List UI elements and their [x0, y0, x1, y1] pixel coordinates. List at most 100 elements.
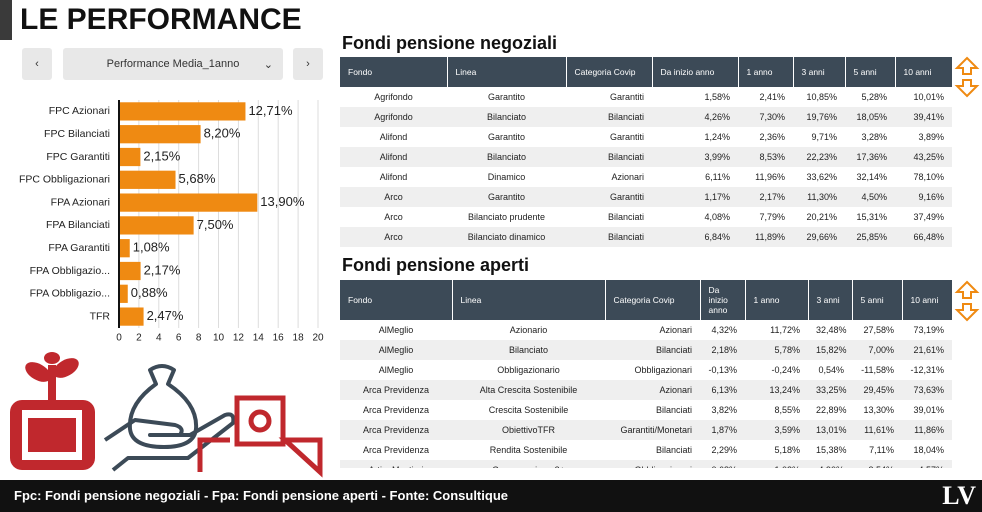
- icon-hand: [103, 412, 236, 472]
- table-cell: Bilanciato prudente: [467, 212, 546, 222]
- table-cell: Bilanciato: [447, 147, 566, 167]
- table-cell: 6,11%: [705, 172, 730, 182]
- table-cell: Agrifondo: [374, 92, 413, 102]
- table-cell: 11,96%: [755, 172, 785, 182]
- table-row: Arti e MestieriConservazione 3+Obbligazi…: [340, 460, 952, 468]
- table-cell: 11,61%: [852, 420, 902, 440]
- table-cell: Garantito: [487, 132, 526, 142]
- table-cell: 5,78%: [745, 340, 808, 360]
- table-cell: 15,38%: [816, 445, 847, 455]
- icon-note: [234, 395, 286, 447]
- table-cell: Arco: [340, 227, 447, 247]
- table-cell: 0,68%: [700, 460, 745, 468]
- next-button[interactable]: ›: [293, 48, 323, 80]
- footer: Fpc: Fondi pensione negoziali - Fpa: Fon…: [0, 480, 982, 512]
- table-cell: Alifond: [379, 172, 408, 182]
- table-cell: Bilanciati: [566, 147, 652, 167]
- sort-icons: [954, 56, 980, 322]
- table-cell: 20,21%: [806, 212, 837, 222]
- table-cell: -0,13%: [708, 365, 737, 375]
- table-cell: Garantiti: [609, 92, 644, 102]
- table-cell: 11,30%: [793, 187, 845, 207]
- x-tick-label: 2: [136, 333, 142, 344]
- table-cell: 11,89%: [738, 227, 793, 247]
- table-cell: 5,28%: [861, 92, 887, 102]
- table-cell: 43,25%: [895, 147, 952, 167]
- column-header: Fondo: [340, 57, 448, 87]
- table-row: Alifond Garantito Garantiti 1,24% 2,36% 9,71%…: [340, 127, 952, 147]
- chart: 0 2 4 6 8 10 12 14 16 18 20 FPC Azionari 12,71% FPC B…: [10, 100, 324, 478]
- table-row: Alifond Bilanciato Bilanciati 3,99% 8,53% 22,…: [340, 147, 952, 167]
- table: Fondo Linea Categoria Covip Da inizio anno 1…: [340, 280, 952, 468]
- table-cell: Obbligazionari: [605, 460, 700, 468]
- table-cell: 1,17%: [652, 187, 738, 207]
- icon-leaf: [44, 352, 60, 364]
- sort-icon[interactable]: [954, 56, 980, 98]
- column-header: 3 anni: [793, 57, 846, 87]
- page-title: LE PERFORMANCE: [0, 0, 302, 40]
- table-cell: Arca Previdenza: [362, 445, 430, 455]
- x-tick-label: 20: [312, 333, 324, 344]
- table-cell: 73,19%: [913, 325, 944, 335]
- column-header: 10 anni: [895, 57, 952, 87]
- column-header: Linea: [452, 280, 606, 320]
- column-header: 10 anni: [902, 280, 952, 320]
- value-label: 0,88%: [131, 285, 168, 300]
- table-cell: 2,29%: [711, 445, 737, 455]
- table-cell: 13,30%: [863, 405, 894, 415]
- table-cell: 6,13%: [700, 380, 745, 400]
- x-tick-label: 18: [293, 333, 305, 344]
- table-cell: 4,90%: [808, 460, 852, 468]
- column-header: 1 anno: [745, 280, 809, 320]
- dropdown[interactable]: Performance Media_1anno ⌄: [63, 48, 283, 80]
- table-row: Arca Previdenza ObiettivoTFR Garantiti/Mon…: [340, 420, 952, 440]
- table-cell: Garantito: [487, 92, 526, 102]
- table-row: Alifond Dinamico Azionari 6,11% 11,96% 33,62%…: [340, 167, 952, 187]
- table-cell: 3,89%: [918, 132, 944, 142]
- icon-tray: [197, 437, 323, 478]
- table-cell: 4,32%: [711, 325, 737, 335]
- table-cell: 18,04%: [913, 445, 944, 455]
- table-cell: Bilanciati: [607, 212, 644, 222]
- y-tick-label: FPC Azionari: [49, 105, 110, 117]
- table-cell: Azionario: [509, 325, 548, 335]
- table-cell: 10,01%: [913, 92, 944, 102]
- table-cell: 32,48%: [816, 325, 847, 335]
- table-row: AlMeglio Azionario Azionari 4,32% 11,72% 32,4…: [340, 320, 952, 340]
- table-cell: Bilanciati: [655, 445, 692, 455]
- bar: [119, 216, 194, 235]
- y-tick-label: FPA Obbligazio...: [30, 288, 110, 300]
- table-cell: 2,18%: [700, 340, 745, 360]
- x-tick-label: 8: [196, 333, 202, 344]
- table-cell: Arca Previdenza: [340, 420, 452, 440]
- table-cell: 3,59%: [745, 420, 808, 440]
- table-cell: 78,10%: [913, 172, 944, 182]
- table-cell: Bilanciato: [452, 340, 605, 360]
- icon-leaf: [53, 358, 79, 378]
- table-cell: 8,53%: [738, 147, 793, 167]
- table: Fondo Linea Categoria Covip Da inizio anno 1…: [340, 57, 952, 247]
- table-cell: 4,26%: [652, 107, 738, 127]
- dropdown-label: Performance Media_1anno: [106, 58, 240, 70]
- table-cell: 1,24%: [704, 132, 730, 142]
- value-label: 2,17%: [144, 262, 181, 277]
- column-header: 3 anni: [808, 280, 853, 320]
- y-tick-label: FPA Garantiti: [48, 242, 110, 254]
- x-tick-label: 16: [273, 333, 285, 344]
- table-cell: 3,28%: [861, 132, 887, 142]
- table-cell: 33,25%: [808, 380, 852, 400]
- table-cell: 15,31%: [856, 212, 887, 222]
- prev-button[interactable]: ‹: [22, 48, 52, 80]
- column-header: 5 anni: [845, 57, 896, 87]
- table-cell: Obbligazionario: [497, 365, 560, 375]
- sort-icon[interactable]: [954, 280, 980, 322]
- table-cell: Crescita Sostenibile: [488, 405, 569, 415]
- value-label: 5,68%: [179, 171, 216, 186]
- icon-coin: [248, 409, 272, 433]
- table-row: Arco Bilanciato dinamico Bilanciati 6,84% 11…: [340, 227, 952, 247]
- column-header: Da inizio anno: [652, 57, 739, 87]
- table-cell: AlMeglio: [378, 365, 414, 375]
- x-tick-label: 0: [116, 333, 122, 344]
- table-cell: Alifond: [379, 132, 408, 142]
- icon-leaf: [25, 362, 51, 382]
